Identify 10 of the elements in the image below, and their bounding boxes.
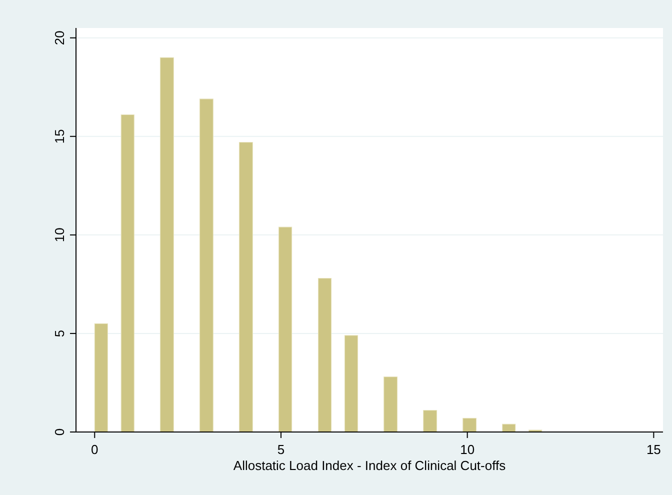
x-tick-label: 10 bbox=[460, 442, 475, 457]
x-axis-title: Allostatic Load Index - Index of Clinical Cut-offs bbox=[233, 458, 506, 473]
y-tick-label: 5 bbox=[52, 330, 67, 338]
y-tick-label: 10 bbox=[52, 228, 67, 242]
y-tick-label: 0 bbox=[52, 428, 67, 436]
y-tick-label: 15 bbox=[52, 129, 67, 144]
x-tick-label: 0 bbox=[91, 442, 98, 457]
y-tick-label: 20 bbox=[52, 30, 67, 46]
x-tick-label: 5 bbox=[277, 442, 285, 457]
x-tick-label: 15 bbox=[646, 442, 661, 457]
